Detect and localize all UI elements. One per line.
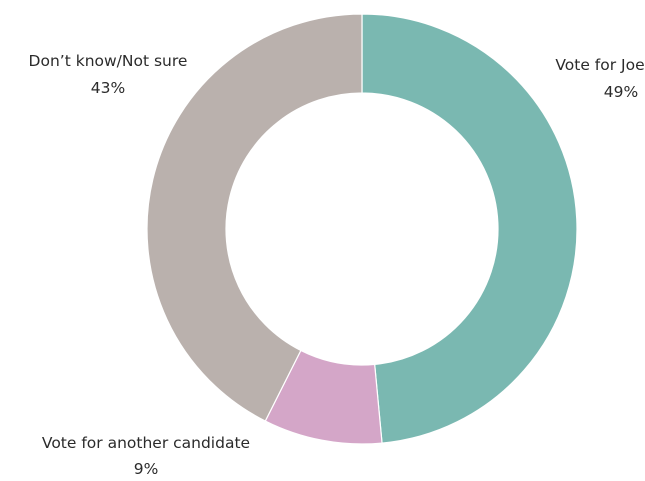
slice-label-name-vote-for-joe: Vote for Joe (555, 56, 644, 74)
slice-label-name-vote-for-another-candidate: Vote for another candidate (42, 434, 250, 452)
slice-label-value-vote-for-another-candidate: 9% (134, 460, 159, 477)
slice-label-value-dont-know: 43% (91, 79, 125, 97)
slice-label-vote-for-another-candidate: Vote for another candidate 9% (42, 434, 250, 478)
slice-label-name-dont-know: Don’t know/Not sure (29, 52, 188, 70)
donut-slice-vote-for-joe (361, 13, 578, 444)
slice-label-vote-for-joe: Vote for Joe 49% (555, 56, 644, 101)
slice-label-value-vote-for-joe: 49% (604, 83, 638, 101)
donut-slice-don-t-know-not-sure (146, 13, 363, 422)
slice-label-dont-know: Don’t know/Not sure 43% (29, 52, 188, 97)
donut-slices (146, 13, 578, 445)
